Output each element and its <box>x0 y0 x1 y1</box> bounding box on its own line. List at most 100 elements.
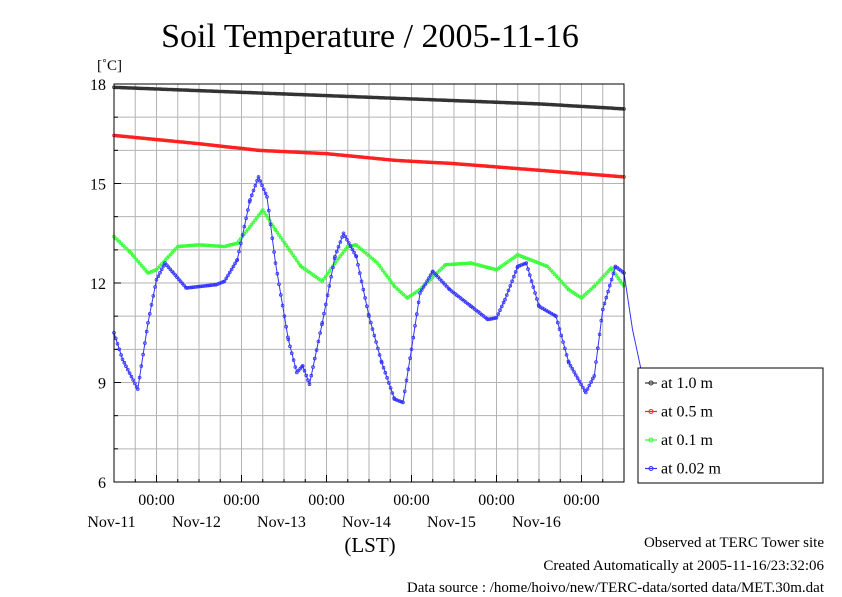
data-point <box>354 254 359 259</box>
data-point <box>560 103 564 107</box>
data-point <box>574 104 578 108</box>
data-point <box>331 265 335 270</box>
chart-title: Soil Temperature / 2005-11-16 <box>161 18 579 55</box>
data-point <box>342 153 347 158</box>
data-point <box>229 90 233 94</box>
footer-created: Created Automatically at 2005-11-16/23:3… <box>543 558 824 574</box>
data-point <box>422 160 427 164</box>
data-point <box>325 293 330 298</box>
data-point <box>293 365 298 369</box>
data-point <box>294 258 299 263</box>
data-point <box>484 164 488 168</box>
data-point <box>471 163 476 167</box>
data-point <box>214 89 219 94</box>
data-point <box>616 276 621 281</box>
data-point <box>195 284 199 289</box>
data-point <box>306 378 310 383</box>
data-point <box>223 144 228 149</box>
data-point <box>262 211 267 215</box>
data-point <box>148 270 152 275</box>
data-point <box>413 159 418 164</box>
data-point <box>158 138 162 142</box>
data-point <box>156 87 161 91</box>
data-point <box>344 94 348 99</box>
data-point <box>216 144 221 148</box>
data-point <box>148 311 152 316</box>
data-point <box>482 164 486 168</box>
data-point <box>333 94 338 98</box>
data-point <box>117 239 122 244</box>
data-point <box>397 158 402 163</box>
data-point <box>305 93 309 97</box>
data-point <box>239 90 244 95</box>
data-point <box>120 357 125 362</box>
data-point <box>229 242 234 247</box>
data-point <box>297 150 302 155</box>
data-point <box>251 220 256 225</box>
data-point <box>122 85 127 90</box>
data-point <box>483 264 488 269</box>
data-point <box>602 173 607 178</box>
data-point <box>177 277 181 282</box>
data-point <box>340 94 345 98</box>
data-point <box>131 253 135 258</box>
data-point <box>195 88 200 93</box>
data-point <box>222 279 227 284</box>
data-point <box>211 143 216 148</box>
data-point <box>253 183 258 188</box>
data-point <box>286 337 291 342</box>
data-point <box>537 261 541 265</box>
data-point <box>424 160 429 164</box>
data-point <box>284 324 288 329</box>
data-point <box>491 164 495 169</box>
data-point <box>435 270 440 275</box>
data-point <box>535 168 539 172</box>
data-point <box>404 378 409 383</box>
data-point <box>336 256 341 261</box>
data-point <box>154 267 159 272</box>
data-point <box>237 90 242 94</box>
data-point <box>267 91 272 96</box>
data-point <box>170 87 175 92</box>
data-point <box>334 249 339 254</box>
data-point <box>283 149 287 154</box>
data-point <box>180 281 185 286</box>
data-point <box>528 167 532 172</box>
data-point <box>141 352 145 357</box>
data-point <box>135 86 139 90</box>
data-point <box>220 89 224 94</box>
data-point <box>599 276 604 281</box>
data-point <box>561 281 566 286</box>
data-point <box>188 285 192 290</box>
data-point <box>165 263 169 268</box>
data-point <box>251 188 256 193</box>
data-point <box>567 103 571 108</box>
data-point <box>300 150 305 155</box>
data-point <box>544 169 548 173</box>
data-point <box>572 370 576 374</box>
data-point <box>253 91 258 95</box>
data-point <box>569 104 573 108</box>
data-point <box>328 152 332 156</box>
data-point <box>464 162 469 167</box>
data-point <box>408 356 412 361</box>
data-point <box>184 244 189 248</box>
data-point <box>246 208 250 212</box>
data-point <box>261 148 266 153</box>
data-point <box>418 291 422 295</box>
data-point <box>611 271 616 276</box>
data-point <box>136 259 140 264</box>
data-point <box>158 87 162 91</box>
data-point <box>620 281 624 286</box>
data-point <box>513 270 518 274</box>
data-point <box>312 356 317 361</box>
data-point <box>337 153 341 157</box>
data-point <box>278 235 283 240</box>
data-point <box>231 242 236 247</box>
data-point <box>184 88 189 92</box>
data-point <box>126 367 130 372</box>
data-point <box>329 152 334 157</box>
data-point <box>576 171 580 176</box>
data-point <box>214 244 219 248</box>
data-point <box>584 172 589 176</box>
